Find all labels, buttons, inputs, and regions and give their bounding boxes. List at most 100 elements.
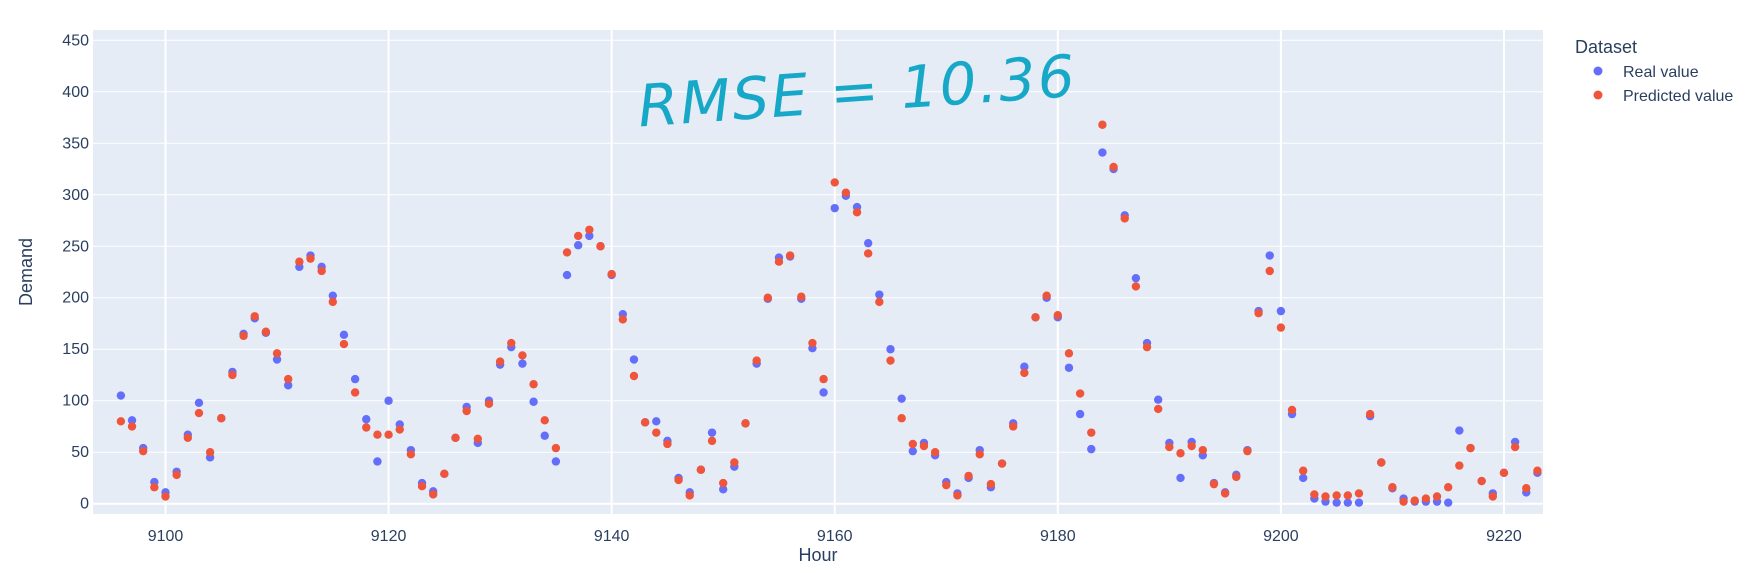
- data-point[interactable]: [718, 478, 728, 488]
- data-point[interactable]: [1187, 441, 1196, 451]
- data-point[interactable]: [1120, 214, 1129, 223]
- data-point[interactable]: [507, 338, 516, 348]
- data-point[interactable]: [362, 415, 371, 424]
- data-point[interactable]: [1098, 120, 1107, 129]
- data-point[interactable]: [1087, 428, 1096, 437]
- data-point[interactable]: [808, 338, 817, 348]
- data-point[interactable]: [852, 208, 862, 217]
- data-point[interactable]: [1443, 498, 1453, 507]
- data-point[interactable]: [451, 433, 460, 442]
- data-point[interactable]: [551, 457, 561, 466]
- data-point[interactable]: [763, 293, 773, 302]
- data-point[interactable]: [350, 374, 360, 384]
- data-point[interactable]: [1031, 313, 1040, 322]
- data-point[interactable]: [395, 425, 404, 434]
- data-point[interactable]: [1510, 442, 1520, 452]
- data-point[interactable]: [629, 371, 639, 381]
- data-point[interactable]: [819, 388, 828, 397]
- data-point[interactable]: [1265, 251, 1274, 260]
- data-point[interactable]: [529, 380, 538, 389]
- data-point[interactable]: [306, 254, 315, 263]
- data-point[interactable]: [663, 439, 672, 449]
- data-point[interactable]: [127, 422, 137, 431]
- data-point[interactable]: [863, 249, 873, 258]
- data-point[interactable]: [373, 457, 382, 466]
- data-point[interactable]: [897, 394, 906, 403]
- data-point[interactable]: [562, 248, 572, 257]
- data-point[interactable]: [1254, 308, 1263, 318]
- data-point[interactable]: [406, 450, 416, 459]
- data-point[interactable]: [1232, 472, 1241, 482]
- data-point[interactable]: [462, 406, 471, 416]
- data-point[interactable]: [863, 238, 873, 248]
- data-point[interactable]: [774, 257, 784, 266]
- data-point[interactable]: [1332, 498, 1341, 507]
- data-point[interactable]: [272, 355, 282, 364]
- data-point[interactable]: [1477, 476, 1486, 486]
- data-point[interactable]: [1020, 362, 1029, 371]
- data-points[interactable]: [116, 120, 1542, 507]
- data-point[interactable]: [328, 297, 338, 307]
- data-point[interactable]: [1388, 483, 1397, 492]
- data-point[interactable]: [339, 339, 349, 349]
- data-point[interactable]: [194, 408, 204, 418]
- data-point[interactable]: [875, 290, 884, 299]
- data-point[interactable]: [362, 423, 371, 432]
- data-point[interactable]: [797, 292, 806, 301]
- data-point[interactable]: [384, 396, 393, 405]
- data-point[interactable]: [707, 436, 717, 446]
- data-point[interactable]: [585, 231, 594, 241]
- data-point[interactable]: [283, 374, 293, 384]
- data-point[interactable]: [350, 388, 360, 397]
- data-point[interactable]: [1298, 473, 1308, 483]
- data-point[interactable]: [1399, 497, 1408, 506]
- data-point[interactable]: [607, 269, 616, 279]
- data-point[interactable]: [1109, 162, 1118, 172]
- data-point[interactable]: [1142, 342, 1152, 352]
- data-point[interactable]: [752, 356, 761, 365]
- data-point[interactable]: [116, 391, 126, 400]
- data-point[interactable]: [1466, 443, 1475, 453]
- data-point[interactable]: [897, 414, 906, 423]
- data-point[interactable]: [1020, 368, 1029, 378]
- data-point[interactable]: [529, 397, 538, 406]
- data-point[interactable]: [908, 439, 918, 449]
- data-point[interactable]: [272, 349, 282, 358]
- data-point[interactable]: [1354, 498, 1364, 507]
- data-point[interactable]: [1087, 444, 1096, 454]
- data-point[interactable]: [1165, 442, 1174, 452]
- data-point[interactable]: [1176, 473, 1185, 483]
- data-point[interactable]: [997, 459, 1007, 468]
- data-point[interactable]: [886, 345, 895, 354]
- data-point[interactable]: [1209, 479, 1219, 489]
- data-point[interactable]: [596, 242, 605, 251]
- data-point[interactable]: [908, 446, 918, 456]
- data-point[interactable]: [718, 485, 728, 494]
- data-point[interactable]: [1042, 291, 1051, 300]
- data-point[interactable]: [1153, 395, 1163, 404]
- data-point[interactable]: [138, 446, 148, 456]
- data-point[interactable]: [250, 312, 259, 321]
- data-point[interactable]: [819, 374, 828, 384]
- data-point[interactable]: [1321, 492, 1330, 501]
- data-point[interactable]: [317, 266, 326, 276]
- data-point[interactable]: [1064, 363, 1074, 372]
- data-point[interactable]: [540, 416, 549, 425]
- data-point[interactable]: [1064, 349, 1074, 358]
- data-point[interactable]: [150, 483, 159, 492]
- data-point[interactable]: [1220, 489, 1230, 498]
- data-point[interactable]: [1075, 389, 1085, 398]
- data-point[interactable]: [1533, 466, 1542, 475]
- data-point[interactable]: [473, 434, 483, 444]
- data-point[interactable]: [875, 297, 884, 307]
- data-point[interactable]: [484, 399, 494, 409]
- data-point[interactable]: [228, 370, 237, 380]
- data-point[interactable]: [161, 492, 170, 501]
- data-point[interactable]: [417, 481, 427, 491]
- data-point[interactable]: [830, 203, 839, 213]
- data-point[interactable]: [1153, 404, 1163, 414]
- data-point[interactable]: [217, 414, 226, 423]
- data-point[interactable]: [573, 231, 583, 241]
- data-point[interactable]: [495, 357, 505, 366]
- data-point[interactable]: [172, 470, 181, 480]
